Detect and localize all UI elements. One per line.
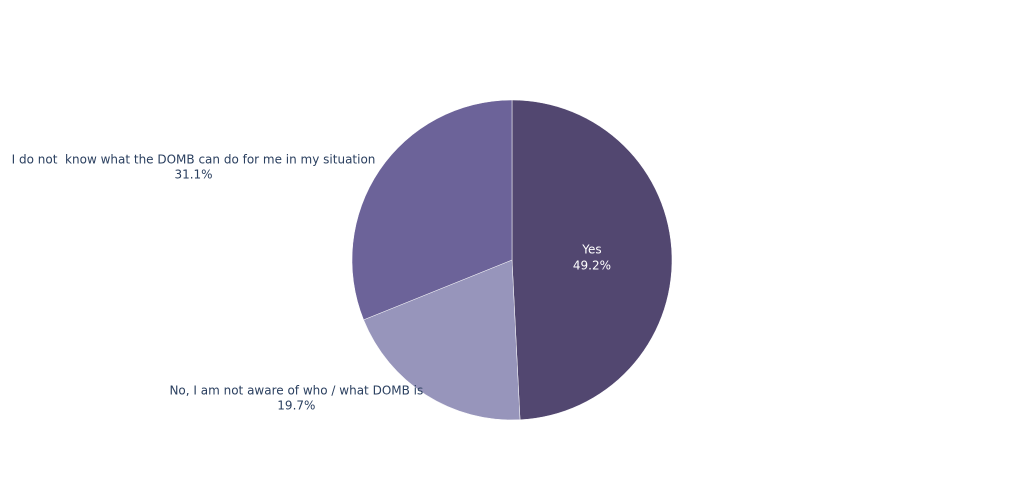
pie-slice: [363, 259, 521, 421]
slice-label: I do not know what the DOMB can do for m…: [12, 152, 376, 166]
slice-label: No, I am not aware of who / what DOMB is: [169, 383, 423, 397]
pie-slice: [351, 99, 513, 321]
slice-label: Yes: [581, 242, 601, 256]
slice-value: 19.7%: [277, 398, 315, 412]
slice-value: 31.1%: [174, 167, 212, 181]
slice-value: 49.2%: [573, 258, 611, 272]
pie-slice: [511, 99, 673, 421]
